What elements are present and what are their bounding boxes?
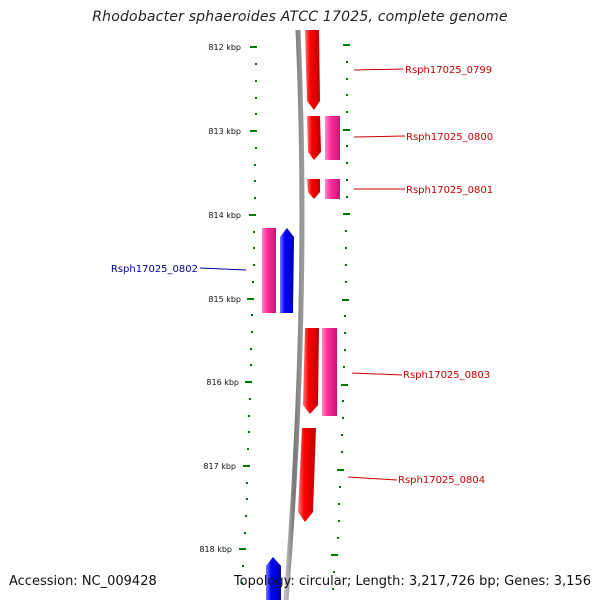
feature-0801[interactable]: [325, 179, 340, 199]
gene-arrow-0801[interactable]: [307, 179, 320, 199]
gene-arrow-0803[interactable]: [303, 328, 319, 414]
gene-arrow-0802[interactable]: [280, 228, 294, 313]
gene-label-0803[interactable]: Rsph17025_0803: [403, 370, 490, 381]
gene-label-0801[interactable]: Rsph17025_0801: [406, 185, 493, 196]
kbp-label: 813 kbp: [208, 127, 241, 136]
feature-0803[interactable]: [322, 328, 337, 416]
gene-label-0802[interactable]: Rsph17025_0802: [111, 264, 198, 275]
gene-label-0800[interactable]: Rsph17025_0800: [406, 132, 493, 143]
gene-label-0804[interactable]: Rsph17025_0804: [398, 475, 485, 486]
gene-arrow-0804[interactable]: [298, 428, 316, 522]
feature-0802[interactable]: [262, 228, 276, 313]
left-ruler: [239, 46, 257, 584]
kbp-label: 817 kbp: [203, 462, 236, 471]
right-ruler: [331, 44, 350, 590]
leader-lines: [199, 68, 406, 481]
kbp-label: 816 kbp: [206, 378, 239, 387]
kbp-label: 814 kbp: [208, 211, 241, 220]
feature-0800[interactable]: [325, 116, 340, 160]
topology-summary: Topology: circular; Length: 3,217,726 bp…: [233, 574, 591, 589]
genome-backbone: [283, 29, 305, 600]
gene-arrow-partial[interactable]: [266, 557, 281, 600]
kbp-label: 818 kbp: [199, 545, 232, 554]
gene-arrow-0800[interactable]: [307, 116, 321, 160]
genome-title: Rhodobacter sphaeroides ATCC 17025, comp…: [92, 9, 508, 25]
kbp-label: 812 kbp: [208, 43, 241, 52]
gene-arrow-0799[interactable]: [305, 30, 320, 110]
accession-label: Accession: NC_009428: [9, 574, 157, 589]
kbp-label: 815 kbp: [208, 295, 241, 304]
gene-features: [262, 30, 340, 600]
gene-label-0799[interactable]: Rsph17025_0799: [405, 65, 492, 76]
